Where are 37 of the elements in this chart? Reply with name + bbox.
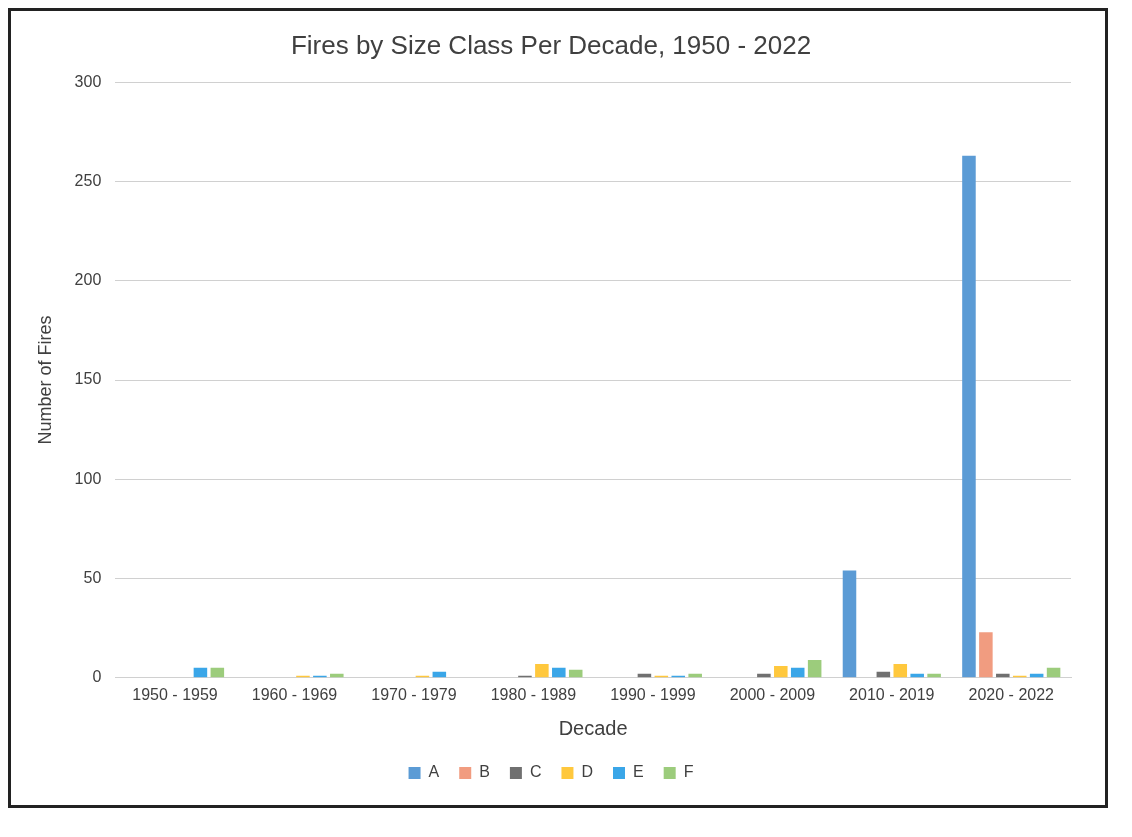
x-tick-label: 2010 - 2019 [849,685,935,703]
bar [535,663,549,678]
bar [979,632,993,678]
bar [568,669,583,678]
x-tick-label: 1960 - 1969 [251,685,338,703]
bar [842,570,857,678]
y-tick-label: 300 [74,72,102,90]
bar [193,667,208,678]
x-tick-label: 1970 - 1979 [371,685,457,703]
bar [210,667,225,678]
x-tick-label: 1990 - 1999 [610,685,696,703]
bar [893,663,908,678]
bar [790,667,805,678]
bar [962,155,976,678]
legend-label: F [683,763,694,781]
bar [552,667,566,678]
x-tick-label: 1950 - 1959 [132,685,218,703]
legend-label: B [479,763,490,781]
x-tick-label: 1980 - 1989 [490,685,577,703]
bar [807,659,822,678]
legend-label: A [428,763,440,781]
chart-title: Fires by Size Class Per Decade, 1950 - 2022 [290,29,812,60]
y-tick-label: 200 [74,271,102,289]
y-axis-title: Number of Fires [34,315,55,445]
y-tick-label: 100 [74,469,102,487]
legend-label: C [529,763,542,781]
y-tick-label: 250 [74,171,102,189]
y-tick-label: 50 [83,568,102,586]
bar [774,665,788,678]
y-tick-label: 150 [74,370,102,388]
x-tick-label: 2000 - 2009 [729,685,816,703]
bar [1046,667,1061,678]
x-axis-title: Decade [558,716,628,739]
legend-label: D [581,763,594,781]
legend-label: E [633,763,644,781]
y-tick-label: 0 [92,668,102,686]
x-tick-label: 2020 - 2022 [968,685,1055,703]
